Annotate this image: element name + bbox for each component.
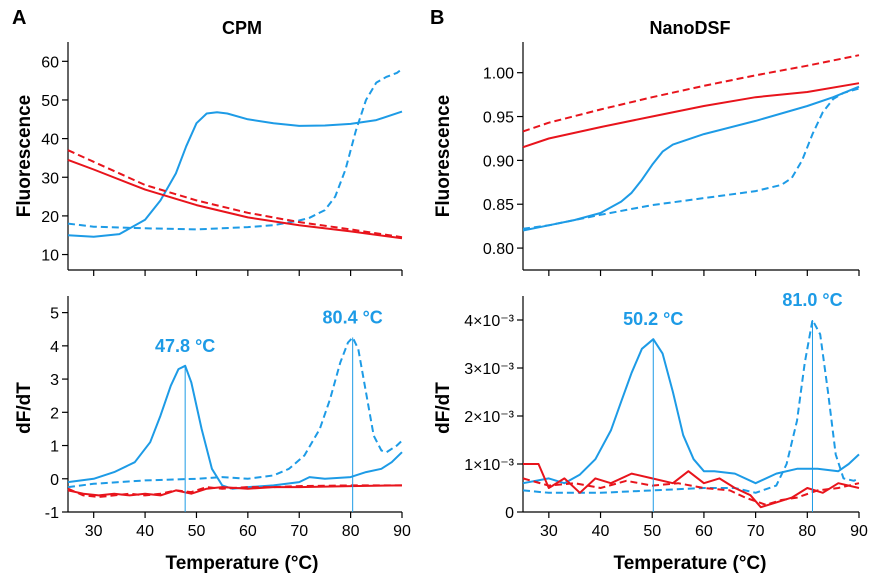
panel-letter-a: A <box>12 7 26 29</box>
x-tick-label: 80 <box>342 523 360 540</box>
peak-label: 50.2 °C <box>623 309 683 329</box>
x-tick-label: 50 <box>188 523 206 540</box>
x-tick-label: 70 <box>290 523 308 540</box>
x-tick-label: 60 <box>239 523 257 540</box>
plot-nanodsf-fluorescence: 0.80 0.85 0.90 0.95 1.00 <box>483 42 860 276</box>
y-tick-label: 0 <box>50 472 59 489</box>
series-line-blue-dashed <box>67 336 403 489</box>
x-tick-label: 50 <box>643 523 661 540</box>
y-tick-label: -1 <box>45 505 59 522</box>
ylabel-cpm-fluorescence: Fluorescence <box>14 95 35 218</box>
series-line-red-dashed <box>522 477 860 506</box>
y-tick-label: 1 <box>50 439 59 456</box>
ylabel-nanodsf-fluorescence: Fluorescence <box>433 95 454 218</box>
ylabel-nanodsf-dfdt: dF/dT <box>433 382 454 434</box>
panel-letter-b: B <box>430 7 444 29</box>
series-line-blue-solid <box>522 338 860 485</box>
y-tick-label: 0.80 <box>483 241 514 258</box>
x-tick-label: 90 <box>850 523 868 540</box>
x-tick-label: 30 <box>540 523 558 540</box>
y-tick-label: 1×10⁻³ <box>464 457 514 474</box>
y-tick-label: 0 <box>505 505 514 522</box>
panel-title-cpm: CPM <box>222 18 262 38</box>
xlabel-cpm: Temperature (°C) <box>166 553 319 574</box>
series-line-blue-dashed <box>522 87 860 230</box>
series-line-blue-dashed <box>522 319 860 494</box>
peak-label: 80.4 °C <box>323 308 383 328</box>
y-tick-label: 40 <box>41 132 59 149</box>
y-tick-label: 60 <box>41 54 59 71</box>
panel-title-nanodsf: NanoDSF <box>650 18 731 38</box>
series-line-blue-solid <box>67 364 403 490</box>
series-line-red-dashed <box>67 484 402 498</box>
series-line-red-dashed <box>67 149 403 239</box>
y-tick-label: 1.00 <box>483 66 514 83</box>
x-tick-label: 40 <box>136 523 154 540</box>
peak-label: 81.0 °C <box>782 290 842 310</box>
y-tick-label: 0.85 <box>483 197 514 214</box>
y-tick-label: 3 <box>50 372 59 389</box>
ylabel-cpm-dfdt: dF/dT <box>14 382 35 434</box>
x-tick-label: 70 <box>747 523 765 540</box>
y-tick-label: 2 <box>50 405 59 422</box>
series-line-red-solid <box>522 82 860 149</box>
y-tick-label: 4×10⁻³ <box>464 313 514 330</box>
y-tick-label: 10 <box>41 248 59 265</box>
series-line-blue-dashed <box>67 68 403 231</box>
x-tick-label: 60 <box>695 523 713 540</box>
plot-nanodsf-dfdt: 30 40 50 60 70 80 90 0 1×10⁻³ 2×10⁻³ 3×10⁻³ 4×10⁻³ 5… <box>464 290 868 540</box>
series-line-red-solid <box>67 158 403 240</box>
plot-cpm-dfdt: 30 40 50 60 70 80 90 -1 0 1 2 3 4 5 47.8 °C 80.4 °C <box>45 296 411 540</box>
x-tick-label: 80 <box>798 523 816 540</box>
y-tick-label: 5 <box>50 306 59 323</box>
y-tick-label: 3×10⁻³ <box>464 361 514 378</box>
xlabel-nanodsf: Temperature (°C) <box>614 553 767 574</box>
y-tick-label: 30 <box>41 170 59 187</box>
series-line-blue-solid <box>67 110 403 238</box>
y-tick-label: 0.95 <box>483 110 514 127</box>
y-tick-label: 2×10⁻³ <box>464 409 514 426</box>
series-line-red-solid <box>523 463 860 509</box>
x-tick-label: 90 <box>393 523 411 540</box>
series-line-red-dashed <box>522 54 860 133</box>
y-tick-label: 4 <box>50 339 59 356</box>
x-tick-label: 40 <box>592 523 610 540</box>
y-tick-label: 20 <box>41 209 59 226</box>
series-line-blue-solid <box>522 85 860 232</box>
peak-label: 47.8 °C <box>155 336 215 356</box>
x-tick-label: 30 <box>85 523 103 540</box>
y-tick-label: 0.90 <box>483 153 514 170</box>
plot-cpm-fluorescence: 10 20 30 40 50 60 <box>41 42 403 276</box>
y-tick-label: 50 <box>41 93 59 110</box>
